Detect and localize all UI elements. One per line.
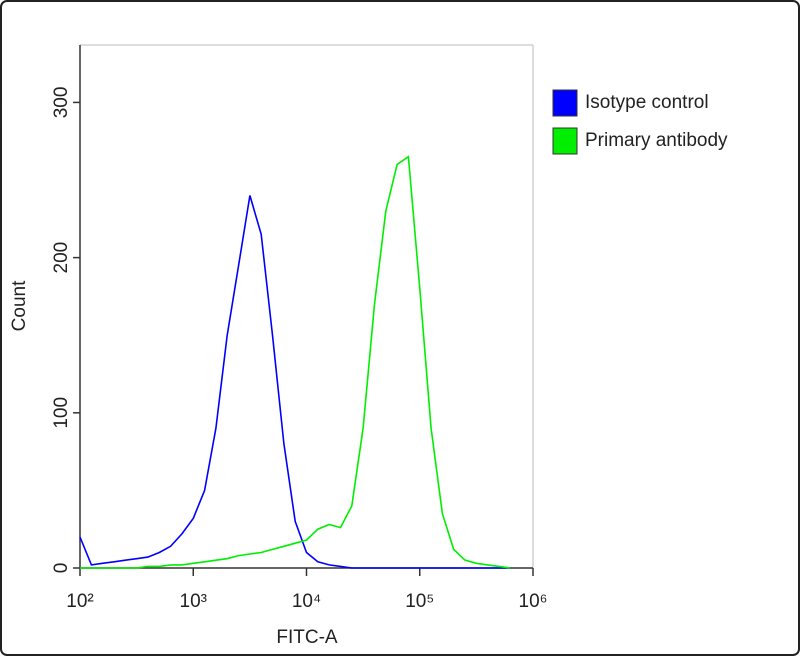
- x-axis-label: FITC-A: [276, 627, 338, 648]
- legend-label: Primary antibody: [585, 130, 728, 151]
- x-tick-label: 10⁴: [292, 591, 321, 612]
- y-tick-label: 300: [51, 87, 72, 119]
- y-tick-label: 0: [51, 563, 72, 574]
- series-line: [79, 195, 511, 569]
- series-line: [80, 155, 511, 569]
- x-tick-label: 10⁵: [405, 591, 434, 612]
- x-tick-label: 10²: [66, 591, 93, 612]
- y-axis-label: Count: [9, 280, 30, 331]
- y-tick-label: 100: [51, 397, 72, 429]
- x-tick-label: 10⁶: [519, 591, 548, 612]
- legend-label: Isotype control: [585, 92, 709, 113]
- x-tick-label: 10³: [180, 591, 207, 612]
- legend-swatch: [552, 89, 578, 117]
- y-tick-label: 200: [51, 242, 72, 274]
- legend-swatch: [552, 127, 578, 155]
